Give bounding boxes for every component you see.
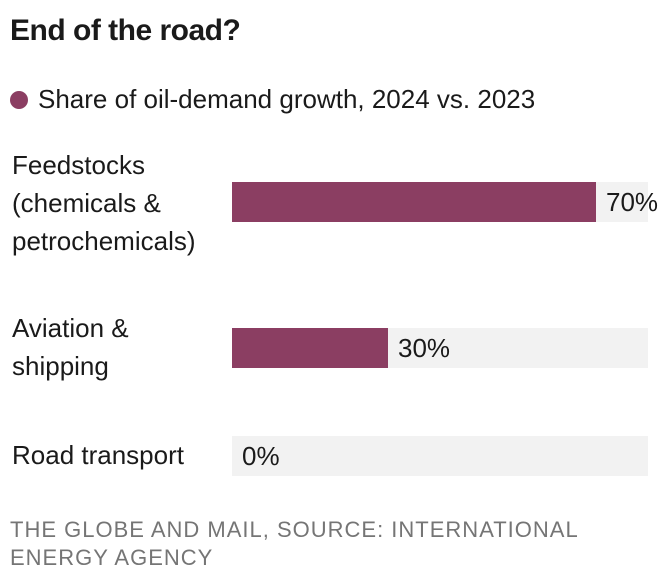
data-label: 70% [606,187,659,217]
bar-track: 0% [232,436,648,476]
category-label-line: (chemicals & [12,188,161,218]
category-label: Feedstocks (chemicals & petrochemicals) [12,146,196,260]
category-label-line: petrochemicals) [12,226,196,256]
category-label: Aviation & shipping [12,309,129,385]
category-label-line: Aviation & [12,313,129,343]
legend: Share of oil-demand growth, 2024 vs. 202… [10,84,535,115]
data-label: 0% [242,441,280,471]
category-label-line: Road transport [12,440,184,470]
bar [232,182,596,222]
legend-label: Share of oil-demand growth, 2024 vs. 202… [38,84,536,114]
source-credit: THE GLOBE AND MAIL, SOURCE: INTERNATIONA… [10,517,578,570]
category-label: Road transport [12,436,184,474]
category-label-line: Feedstocks [12,150,145,180]
bar-track: 30% [232,328,648,368]
chart-title: End of the road? [10,14,241,47]
data-label: 30% [398,333,451,363]
bar-track: 70% [232,182,658,222]
legend-swatch [10,90,28,109]
category-label-line: shipping [12,351,109,381]
bar [232,328,388,368]
